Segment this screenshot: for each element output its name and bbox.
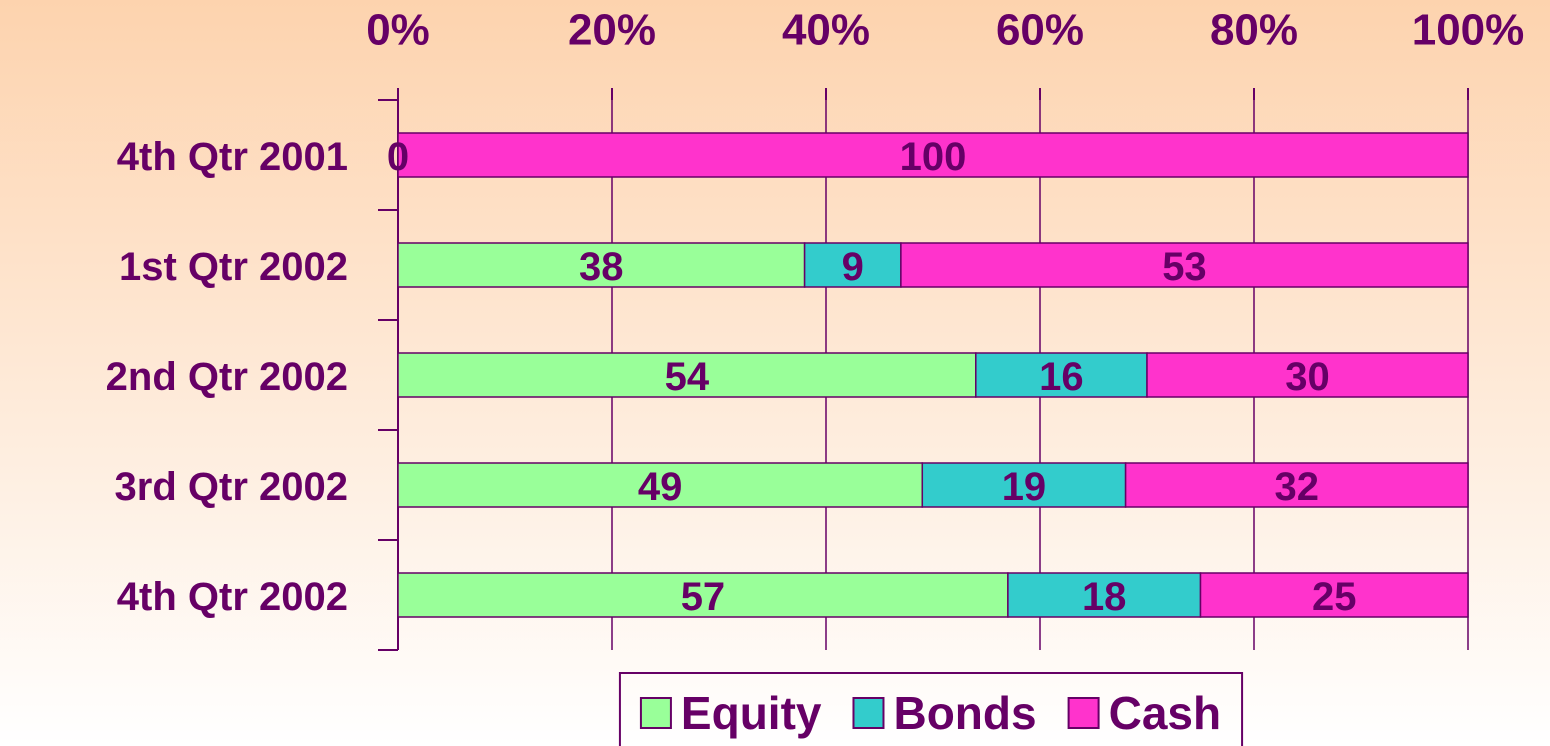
- y-tick-label: 1st Qtr 2002: [119, 245, 348, 289]
- legend-label: Equity: [681, 687, 822, 739]
- y-tick-label: 4th Qtr 2001: [117, 135, 348, 179]
- data-label: 18: [1082, 575, 1127, 619]
- data-label: 16: [1039, 355, 1084, 399]
- legend: Equity Bonds Cash: [618, 672, 1244, 746]
- y-tick-label: 4th Qtr 2002: [117, 575, 348, 619]
- bar-segment: [397, 132, 1469, 178]
- legend-swatch: [1067, 697, 1100, 729]
- x-tick-label: 40%: [782, 6, 870, 55]
- y-tick-label: 2nd Qtr 2002: [106, 355, 348, 399]
- data-label: 38: [579, 245, 624, 289]
- legend-swatch: [639, 697, 672, 729]
- data-label: 25: [1312, 575, 1357, 619]
- bar-segment: [397, 462, 924, 508]
- x-tick-label: 100%: [1412, 6, 1525, 55]
- data-label: 0: [387, 135, 409, 179]
- bar-segment: [975, 352, 1148, 398]
- bar-segment: [397, 242, 806, 288]
- bar-segment: [900, 242, 1469, 288]
- bar-segment: [1146, 352, 1469, 398]
- x-tick-label: 80%: [1210, 6, 1298, 55]
- bar-segment: [1199, 572, 1469, 618]
- data-label: 32: [1275, 465, 1320, 509]
- data-label: 9: [842, 245, 864, 289]
- y-tick-label: 3rd Qtr 2002: [115, 465, 348, 509]
- data-label: 57: [681, 575, 726, 619]
- bar-segment: [397, 352, 977, 398]
- data-label: 100: [900, 135, 967, 179]
- data-label: 54: [665, 355, 710, 399]
- legend-label: Cash: [1109, 687, 1221, 739]
- data-label: 53: [1162, 245, 1207, 289]
- legend-box: [618, 672, 1244, 746]
- bar-segment: [803, 242, 902, 288]
- data-label: 49: [638, 465, 683, 509]
- x-tick-label: 0%: [366, 6, 430, 55]
- bar-segment: [1007, 572, 1202, 618]
- x-tick-label: 60%: [996, 6, 1084, 55]
- data-label: 30: [1285, 355, 1330, 399]
- bar-segment: [1124, 462, 1469, 508]
- legend-label: Bonds: [893, 687, 1036, 739]
- legend-swatch: [852, 697, 885, 729]
- data-label: 19: [1002, 465, 1047, 509]
- x-tick-label: 20%: [568, 6, 656, 55]
